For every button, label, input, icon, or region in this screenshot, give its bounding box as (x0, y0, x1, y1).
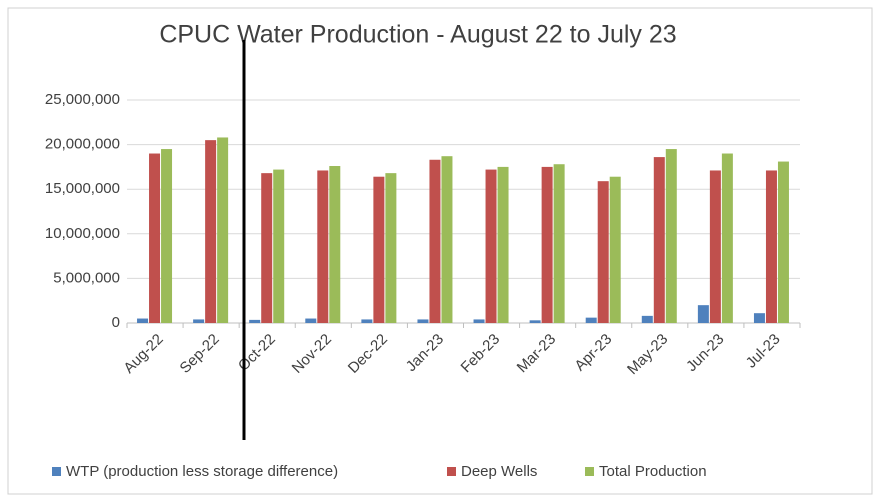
bar (709, 170, 721, 323)
legend-swatch (447, 467, 456, 476)
bar (429, 159, 441, 323)
legend-swatch (585, 467, 594, 476)
bar (249, 319, 261, 323)
y-tick-label: 5,000,000 (53, 269, 120, 286)
bar (193, 319, 205, 323)
legend-label: Deep Wells (461, 463, 537, 480)
bar (553, 164, 565, 323)
bar (721, 153, 733, 323)
bar (317, 170, 329, 323)
bar (765, 170, 777, 323)
bar (137, 318, 149, 323)
bar (329, 166, 341, 323)
y-tick-label: 0 (112, 314, 120, 331)
legend-label: Total Production (599, 463, 707, 480)
bar (217, 137, 229, 323)
bar (777, 161, 789, 323)
bar (305, 318, 317, 323)
bar (149, 153, 161, 323)
bar (665, 149, 677, 323)
chart-title: CPUC Water Production - August 22 to Jul… (159, 21, 676, 49)
bar (385, 173, 397, 323)
bar (373, 176, 385, 323)
bar (441, 156, 453, 323)
bar (473, 319, 485, 323)
bar (497, 166, 509, 323)
bar (641, 315, 653, 323)
bar (609, 176, 621, 323)
bar (753, 313, 765, 323)
bar (653, 157, 665, 323)
bar (161, 149, 173, 323)
bar (361, 319, 373, 323)
bar (485, 169, 497, 323)
bar (261, 173, 273, 323)
bar (529, 320, 541, 323)
bar (417, 319, 429, 323)
bar (697, 305, 709, 323)
legend-swatch (52, 467, 61, 476)
y-tick-label: 10,000,000 (45, 225, 120, 242)
bar (585, 317, 597, 323)
bar (273, 169, 285, 323)
bar (541, 166, 553, 323)
y-tick-label: 20,000,000 (45, 136, 120, 153)
y-tick-label: 25,000,000 (45, 91, 120, 108)
y-tick-label: 15,000,000 (45, 180, 120, 197)
legend-label: WTP (production less storage difference) (66, 463, 338, 480)
bar (597, 181, 609, 323)
bar (205, 140, 217, 323)
